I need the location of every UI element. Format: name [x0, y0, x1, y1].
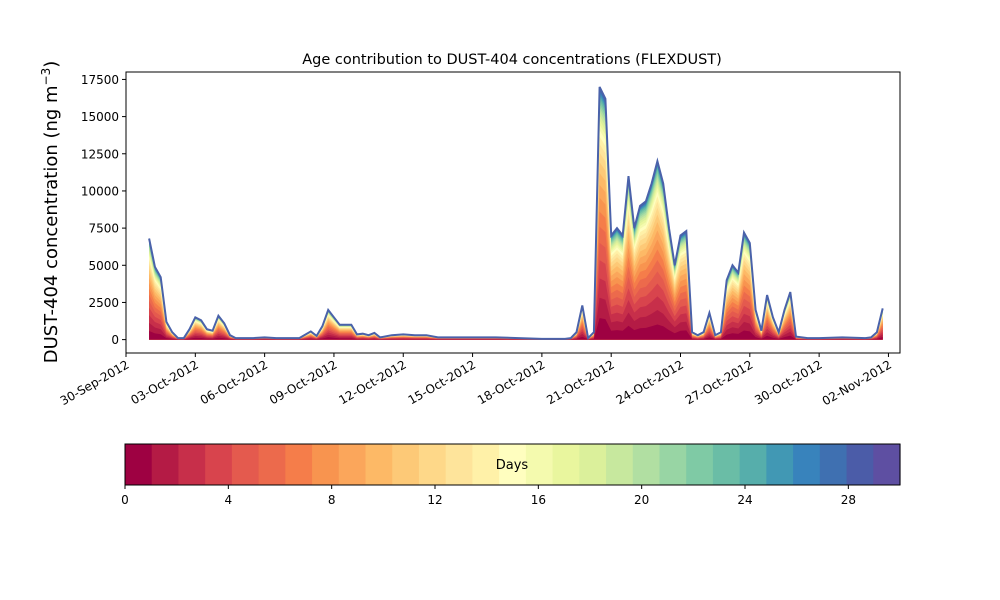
colorbar: Days 0 4 8 12 16 20 24 28	[121, 443, 901, 507]
y-tick-label: 15000	[81, 110, 119, 124]
x-tick-label: 30-Oct-2012	[752, 357, 824, 407]
y-tick-label: 5000	[88, 259, 119, 273]
colorbar-segment	[231, 444, 260, 485]
colorbar-axis: 0 4 8 12 16 20 24 28	[121, 485, 856, 507]
colorbar-segments	[125, 444, 901, 485]
x-tick-label: 02-Nov-2012	[820, 357, 894, 408]
y-tick-label: 10000	[81, 184, 119, 198]
colorbar-tick-label: 16	[531, 493, 546, 507]
x-tick-label: 18-Oct-2012	[475, 357, 547, 407]
colorbar-segment	[205, 444, 233, 485]
y-axis-label: DUST-404 concentration (ng m−3)	[39, 61, 62, 364]
colorbar-tick-label: 12	[427, 493, 442, 507]
colorbar-segment	[739, 444, 767, 485]
colorbar-segment	[712, 444, 741, 485]
x-tick-label: 09-Oct-2012	[267, 357, 339, 407]
colorbar-segment	[365, 444, 393, 485]
colorbar-segment	[606, 444, 634, 485]
colorbar-segment	[793, 444, 821, 485]
colorbar-tick-label: 28	[841, 493, 856, 507]
colorbar-segment	[632, 444, 661, 485]
y-tick-label: 17500	[81, 73, 119, 87]
colorbar-segment	[445, 444, 474, 485]
colorbar-tick-label: 0	[121, 493, 129, 507]
age-stacked-area	[148, 86, 884, 341]
colorbar-segment	[873, 444, 901, 485]
total-line	[148, 86, 884, 341]
x-tick-label: 21-Oct-2012	[544, 357, 616, 407]
colorbar-segment	[525, 444, 554, 485]
colorbar-label: Days	[496, 458, 529, 473]
x-tick-label: 24-Oct-2012	[614, 357, 686, 407]
y-tick-label: 12500	[81, 147, 119, 161]
colorbar-segment	[846, 444, 874, 485]
colorbar-tick-label: 4	[225, 493, 233, 507]
x-tick-label: 15-Oct-2012	[406, 357, 478, 407]
colorbar-segment	[819, 444, 848, 485]
colorbar-segment	[499, 444, 527, 485]
y-axis: 0 2500 5000 7500 10000 12500 15000 17500	[81, 73, 126, 347]
x-tick-label: 03-Oct-2012	[128, 357, 200, 407]
colorbar-segment	[418, 444, 447, 485]
colorbar-segment	[178, 444, 206, 485]
colorbar-segment	[151, 444, 180, 485]
colorbar-segment	[472, 444, 500, 485]
colorbar-segment	[552, 444, 580, 485]
colorbar-tick-label: 20	[634, 493, 649, 507]
colorbar-segment	[686, 444, 714, 485]
x-tick-label: 30-Sep-2012	[58, 357, 132, 408]
colorbar-segment	[579, 444, 607, 485]
colorbar-segment	[392, 444, 420, 485]
colorbar-segment	[285, 444, 313, 485]
y-tick-label: 2500	[88, 296, 119, 310]
axes-frame	[125, 71, 901, 354]
plot-area: 0 2500 5000 7500 10000 12500 15000 17500 30-Sep…	[58, 71, 901, 408]
colorbar-segment	[258, 444, 286, 485]
colorbar-tick-label: 24	[737, 493, 752, 507]
x-tick-label: 27-Oct-2012	[683, 357, 755, 407]
y-tick-label: 0	[111, 333, 119, 347]
x-axis: 30-Sep-201203-Oct-201206-Oct-201209-Oct-…	[58, 353, 894, 408]
x-tick-label: 12-Oct-2012	[336, 357, 408, 407]
colorbar-frame	[124, 443, 901, 486]
chart-title: Age contribution to DUST-404 concentrati…	[302, 52, 722, 68]
colorbar-segment	[312, 444, 340, 485]
x-tick-label: 06-Oct-2012	[198, 357, 270, 407]
colorbar-segment	[338, 444, 367, 485]
colorbar-segment	[766, 444, 794, 485]
colorbar-segment	[659, 444, 687, 485]
colorbar-segment	[125, 444, 153, 485]
y-tick-label: 7500	[88, 222, 119, 236]
colorbar-tick-label: 8	[328, 493, 336, 507]
